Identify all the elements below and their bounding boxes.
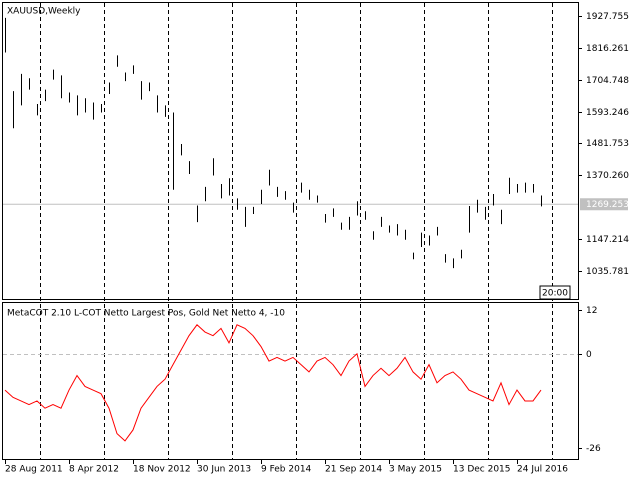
current-price-box [580, 198, 628, 211]
y-tick-label: 1593.246 [586, 108, 629, 118]
x-tick-label: 30 Jun 2013 [197, 465, 251, 475]
y-tick-label: 1035.781 [586, 267, 629, 277]
x-tick-label: 28 Aug 2011 [5, 465, 63, 475]
y-tick-label: 1370.260 [586, 171, 629, 181]
x-tick-label: 24 Jul 2016 [517, 465, 568, 475]
x-tick-label: 13 Dec 2015 [453, 465, 511, 475]
x-tick-label: 18 Nov 2012 [133, 465, 191, 475]
y-tick-label: -26 [586, 444, 601, 454]
y-tick-label: 1481.753 [586, 139, 629, 149]
indicator-title: MetaCOT 2.10 L-COT Netto Largest Pos, Go… [7, 309, 285, 319]
indicator-panel [2, 302, 579, 460]
chart-title: XAUUSD,Weekly [7, 7, 81, 17]
x-tick-label: 21 Sep 2014 [325, 465, 382, 475]
time-box [539, 285, 571, 300]
y-tick-label: 12 [586, 306, 597, 316]
indicator-line [4, 324, 542, 442]
time-label: 20:00 [542, 289, 568, 299]
y-tick-label: 1927.755 [586, 12, 629, 22]
y-tick-label: 1704.748 [586, 76, 629, 86]
x-tick-label: 8 Apr 2012 [69, 465, 119, 475]
y-tick-label: 0 [586, 350, 592, 360]
y-tick-label: 1147.214 [586, 235, 629, 245]
current-price-label: 1269.253 [586, 200, 629, 210]
x-tick-label: 9 Feb 2014 [261, 465, 312, 475]
price-panel [2, 2, 579, 300]
y-tick-label: 1816.261 [586, 44, 629, 54]
x-tick-label: 3 May 2015 [389, 465, 442, 475]
